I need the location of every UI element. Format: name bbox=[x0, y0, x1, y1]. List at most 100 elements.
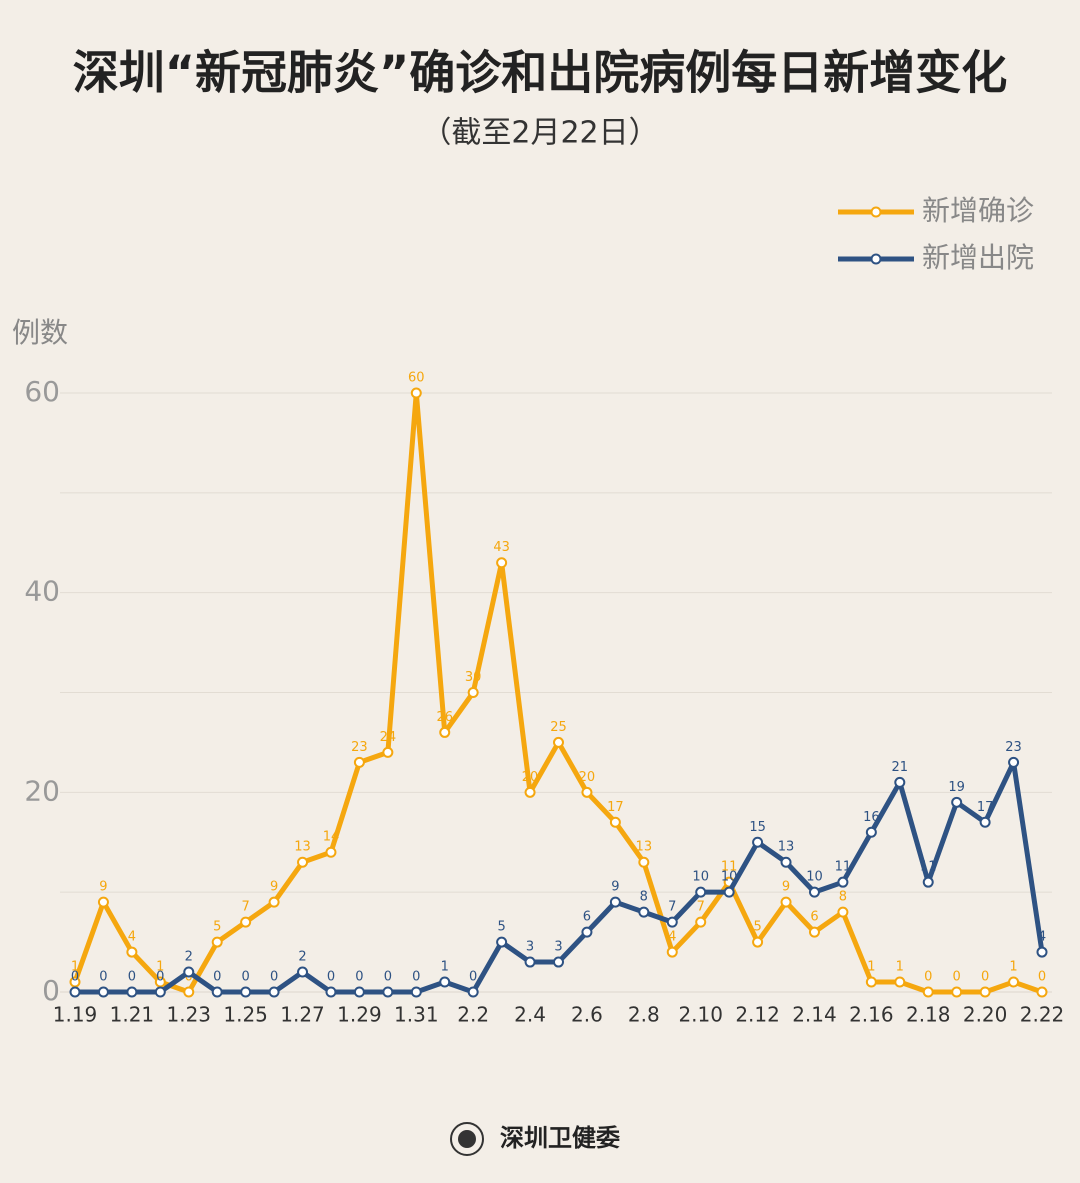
data-point bbox=[524, 786, 536, 798]
data-label: 0 bbox=[1038, 970, 1046, 985]
data-label: 2 bbox=[298, 950, 306, 965]
data-point bbox=[410, 986, 422, 998]
data-point bbox=[154, 986, 166, 998]
data-point bbox=[666, 916, 678, 928]
data-label: 1 bbox=[156, 960, 164, 975]
x-tick-label: 2.14 bbox=[792, 1003, 837, 1027]
data-point bbox=[467, 687, 479, 698]
x-tick-label: 1.27 bbox=[280, 1003, 325, 1027]
data-label: 23 bbox=[351, 740, 368, 755]
data-point bbox=[780, 856, 792, 868]
data-point bbox=[581, 926, 593, 938]
data-point bbox=[609, 896, 621, 908]
data-point bbox=[951, 986, 963, 998]
x-tick-label: 2.6 bbox=[571, 1003, 603, 1027]
data-label: 0 bbox=[242, 970, 250, 985]
data-label: 15 bbox=[749, 820, 766, 835]
data-label: 3 bbox=[554, 940, 562, 955]
data-point bbox=[865, 976, 877, 988]
data-point bbox=[69, 986, 81, 998]
x-tick-label: 2.12 bbox=[735, 1003, 780, 1027]
data-label: 0 bbox=[71, 970, 79, 985]
data-point bbox=[666, 946, 678, 958]
data-label: 43 bbox=[493, 540, 510, 555]
data-point bbox=[126, 986, 138, 998]
data-label: 19 bbox=[948, 780, 965, 795]
data-point bbox=[467, 986, 479, 998]
data-label: 0 bbox=[270, 970, 278, 985]
logo bbox=[450, 1122, 484, 1156]
x-tick-label: 2.16 bbox=[849, 1003, 894, 1027]
data-point bbox=[723, 886, 735, 898]
data-label: 1 bbox=[867, 960, 875, 975]
data-point bbox=[211, 936, 223, 948]
chart-subtitle: （截至2月22日） bbox=[421, 116, 658, 151]
data-label: 0 bbox=[384, 970, 392, 985]
x-tick-label: 1.23 bbox=[166, 1003, 211, 1027]
legend-swatch bbox=[870, 206, 882, 218]
data-label: 0 bbox=[412, 970, 420, 985]
data-point bbox=[780, 896, 792, 908]
data-label: 23 bbox=[1005, 740, 1022, 755]
data-point bbox=[922, 986, 934, 998]
data-label: 0 bbox=[469, 970, 477, 985]
data-point bbox=[979, 816, 991, 828]
y-tick-label: 60 bbox=[24, 375, 60, 408]
data-label: 1 bbox=[896, 960, 904, 975]
data-label: 2 bbox=[185, 950, 193, 965]
data-label: 0 bbox=[213, 970, 221, 985]
data-label: 13 bbox=[778, 840, 795, 855]
data-point bbox=[1036, 986, 1048, 998]
data-point bbox=[382, 986, 394, 998]
data-point bbox=[609, 816, 621, 828]
data-point bbox=[922, 876, 934, 888]
data-label: 0 bbox=[156, 970, 164, 985]
data-label: 16 bbox=[863, 810, 880, 825]
x-tick-label: 1.31 bbox=[394, 1003, 439, 1027]
data-label: 1 bbox=[71, 960, 79, 975]
y-tick-label: 40 bbox=[24, 575, 60, 608]
data-label: 6 bbox=[810, 910, 818, 925]
data-point bbox=[297, 856, 309, 868]
data-label: 5 bbox=[497, 920, 505, 935]
data-label: 17 bbox=[977, 800, 994, 815]
data-point bbox=[1036, 946, 1048, 958]
data-point bbox=[353, 986, 365, 998]
x-tick-label: 1.29 bbox=[337, 1003, 382, 1027]
legend-label: 新增确诊 bbox=[922, 194, 1034, 227]
x-tick-label: 2.2 bbox=[457, 1003, 489, 1027]
logo bbox=[458, 1130, 476, 1148]
data-label: 24 bbox=[380, 730, 397, 745]
data-point bbox=[183, 966, 195, 978]
data-point bbox=[837, 876, 849, 888]
legend-label: 新增出院 bbox=[922, 241, 1034, 274]
data-label: 7 bbox=[668, 900, 676, 915]
x-tick-label: 2.20 bbox=[963, 1003, 1008, 1027]
data-point bbox=[837, 906, 849, 918]
data-point bbox=[695, 916, 707, 928]
data-point bbox=[524, 956, 536, 968]
data-label: 26 bbox=[436, 710, 453, 725]
data-point bbox=[353, 756, 365, 768]
data-label: 11 bbox=[835, 860, 852, 875]
data-point bbox=[126, 946, 138, 958]
chart-title: 深圳“新冠肺炎”确诊和出院病例每日新增变化 bbox=[73, 46, 1007, 100]
data-label: 0 bbox=[128, 970, 136, 985]
x-tick-label: 1.25 bbox=[223, 1003, 268, 1027]
data-label: 0 bbox=[953, 970, 961, 985]
data-label: 13 bbox=[294, 840, 311, 855]
data-label: 9 bbox=[270, 880, 278, 895]
x-tick-label: 2.10 bbox=[678, 1003, 723, 1027]
data-label: 13 bbox=[636, 840, 653, 855]
data-label: 8 bbox=[839, 890, 847, 905]
y-tick-label: 0 bbox=[42, 974, 60, 1007]
data-point bbox=[951, 796, 963, 808]
legend-swatch bbox=[870, 253, 882, 265]
footer: 深圳卫健委 bbox=[450, 1122, 620, 1156]
data-label: 10 bbox=[692, 870, 709, 885]
data-point bbox=[979, 986, 991, 998]
data-point bbox=[382, 746, 394, 758]
data-label: 9 bbox=[782, 880, 790, 895]
data-point bbox=[1008, 976, 1020, 988]
data-point bbox=[894, 776, 906, 788]
